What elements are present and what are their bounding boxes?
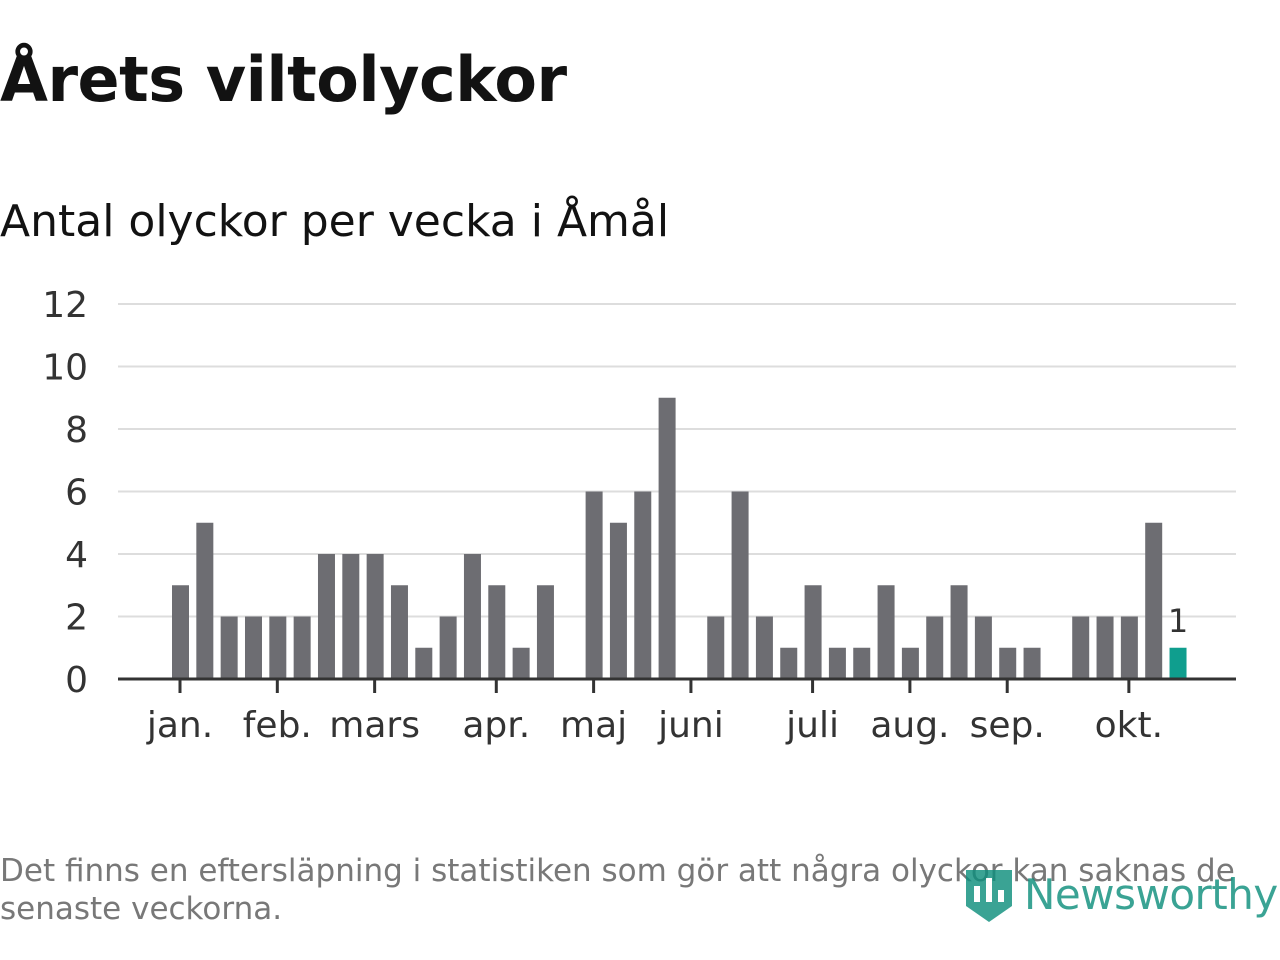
bar	[366, 554, 384, 679]
bar	[342, 554, 360, 679]
x-tick-label: juni	[657, 705, 724, 746]
bar	[1023, 647, 1041, 679]
bar	[1096, 616, 1114, 679]
bar	[269, 616, 287, 679]
bar	[804, 585, 822, 679]
bar	[926, 616, 944, 679]
bar	[1120, 616, 1138, 679]
x-tick-label: maj	[560, 705, 627, 746]
bar	[901, 647, 919, 679]
bar	[488, 585, 506, 679]
x-tick-label: sep.	[970, 705, 1045, 746]
y-tick-label: 12	[42, 285, 88, 326]
y-tick-label: 4	[65, 535, 88, 576]
brand-name: Newsworthy	[1024, 869, 1278, 919]
x-axis: jan. feb. mars apr. maj juni juli aug. sep. okt.	[118, 677, 1236, 746]
bar	[1072, 616, 1090, 679]
x-tick-label: mars	[329, 705, 420, 746]
chart-subtitle: Antal olyckor per vecka i Åmål	[0, 196, 670, 247]
bar	[220, 616, 238, 679]
bar	[755, 616, 773, 679]
y-tick-label: 6	[65, 473, 88, 514]
bar	[877, 585, 895, 679]
gridlines	[118, 303, 1236, 618]
chart-title: Årets viltolyckor	[0, 43, 567, 116]
bar	[390, 585, 408, 679]
bar-chart: 0 2 4 6 8 10 12 jan. feb. mars apr. maj juni juli aug…	[42, 285, 1236, 746]
x-tick-label: okt.	[1095, 705, 1163, 746]
y-axis-labels: 0 2 4 6 8 10 12	[42, 285, 88, 701]
bars	[172, 397, 1187, 679]
y-tick-label: 2	[65, 598, 88, 639]
bar	[196, 522, 214, 679]
bar	[853, 647, 871, 679]
bar	[950, 585, 968, 679]
bar	[172, 585, 189, 679]
bar	[609, 522, 627, 679]
bar	[634, 491, 652, 679]
brand-logo: Newsworthy	[962, 862, 1278, 926]
bar	[828, 647, 846, 679]
x-tick-label: jan.	[146, 705, 213, 746]
x-tick-label: aug.	[870, 705, 949, 746]
bar	[585, 491, 603, 679]
x-tick-label: juli	[785, 705, 839, 746]
bar	[658, 397, 676, 679]
bar	[780, 647, 798, 679]
bar	[1145, 522, 1163, 679]
footnote: Det finns en eftersläpning i statistiken…	[0, 853, 1235, 927]
bar	[974, 616, 992, 679]
y-tick-label: 10	[42, 348, 88, 389]
bar	[463, 554, 481, 679]
x-tick-label: apr.	[462, 705, 530, 746]
y-tick-label: 0	[65, 660, 88, 701]
bar	[512, 647, 530, 679]
bar	[707, 616, 725, 679]
bar	[999, 647, 1017, 679]
data-label: 1	[1168, 602, 1188, 640]
bar	[415, 647, 433, 679]
bar	[439, 616, 457, 679]
bar	[293, 616, 311, 679]
newsworthy-logo-icon	[966, 870, 1012, 922]
annotations: 1	[1168, 602, 1188, 640]
bar	[536, 585, 554, 679]
bar-highlighted	[1169, 647, 1187, 679]
bar	[244, 616, 262, 679]
bar	[731, 491, 749, 679]
bar	[317, 554, 335, 679]
y-tick-label: 8	[65, 410, 88, 451]
x-tick-label: feb.	[243, 705, 312, 746]
